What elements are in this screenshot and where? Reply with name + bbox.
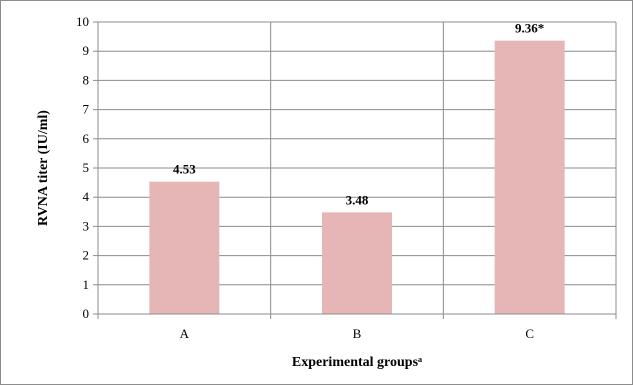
y-axis-title: RVNA titer (IU/ml) [36,110,51,226]
y-tick-label: 9 [83,43,90,58]
data-label-A: 4.53 [173,162,196,177]
y-tick-label: 3 [83,218,90,233]
y-tick-label: 6 [83,131,90,146]
x-axis-title: Experimental groupsᵃ [292,355,422,370]
y-tick-label: 5 [83,160,90,175]
y-tick-label: 2 [83,248,90,263]
y-tick-label: 1 [83,277,90,292]
bar-C [494,40,565,315]
y-tick-label: 4 [83,189,90,204]
bar-A [149,181,220,314]
x-tick-label: C [525,326,534,341]
bars [149,40,565,315]
x-tick-label: B [353,326,362,341]
y-tick-label: 10 [76,14,89,29]
data-label-C: 9.36* [515,21,544,36]
y-tick-label: 7 [83,102,90,117]
x-tick-label: A [180,326,190,341]
data-label-B: 3.48 [346,192,369,207]
labels: 0 1 2 3 4 5 6 7 8 9 10 4.53 A 3.48 B 9.36* C [76,14,544,341]
axes [93,21,617,319]
y-tick-label: 8 [83,72,90,87]
y-tick-label: 0 [83,306,90,321]
bar-B [322,212,392,314]
